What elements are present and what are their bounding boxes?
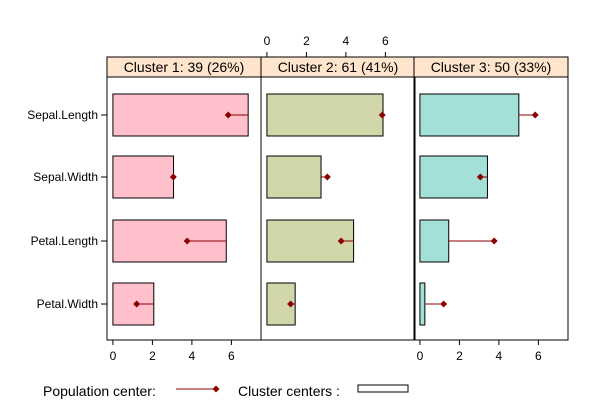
population-marker-2-4 (287, 300, 295, 308)
panel-3: Cluster 3: 50 (33%) 0 2 4 6 (413, 56, 569, 363)
y-label-1: Sepal.Length (27, 108, 98, 122)
population-marker-1-4 (133, 300, 141, 308)
x-tick-label-3-0: 0 (417, 349, 424, 363)
x-tick-label-2-0: 0 (264, 34, 271, 48)
x-tick-label-3-3: 6 (535, 349, 542, 363)
legend-population-marker (212, 385, 220, 393)
bar-3-2 (419, 155, 488, 199)
panel-frame-2 (260, 76, 416, 341)
population-marker-1-2 (169, 173, 177, 181)
population-marker-1-3 (183, 237, 191, 245)
legend: Population center: Cluster centers : (43, 383, 409, 399)
x-tick-label-3-2: 4 (496, 349, 503, 363)
population-marker-1-1 (224, 111, 232, 119)
bar-3-4 (419, 282, 426, 326)
strip-title-2: Cluster 2: 61 (41%) (278, 59, 399, 75)
bar-1-2 (112, 155, 175, 199)
panel-frame-3 (413, 76, 569, 341)
x-tick-label-1-0: 0 (110, 349, 117, 363)
panel-2: Cluster 2: 61 (41%) 0 2 4 6 (260, 34, 416, 341)
bar-2-1 (266, 93, 384, 137)
x-tick-label-1-2: 4 (189, 349, 196, 363)
x-tick-label-3-1: 2 (456, 349, 463, 363)
x-tick-label-2-2: 4 (343, 34, 350, 48)
x-tick-label-1-1: 2 (149, 349, 156, 363)
population-marker-3-1 (531, 111, 539, 119)
legend-cluster-swatch (357, 384, 409, 393)
population-marker-2-3 (337, 237, 345, 245)
bar-3-3 (419, 219, 450, 263)
population-marker-2-1 (378, 111, 386, 119)
bar-2-2 (266, 155, 322, 199)
y-label-3: Petal.Length (31, 234, 98, 248)
population-marker-3-3 (490, 237, 498, 245)
legend-population-label: Population center: (43, 383, 156, 399)
x-tick-label-2-3: 6 (382, 34, 389, 48)
population-marker-3-4 (440, 300, 448, 308)
y-label-4: Petal.Width (37, 297, 98, 311)
strip-title-1: Cluster 1: 39 (26%) (124, 59, 245, 75)
y-label-2: Sepal.Width (33, 170, 98, 184)
x-tick-label-2-1: 2 (303, 34, 310, 48)
population-marker-3-2 (476, 173, 484, 181)
panel-1: Cluster 1: 39 (26%) 0 2 4 6 (106, 56, 262, 363)
bar-3-1 (419, 93, 520, 137)
x-tick-label-1-3: 6 (228, 349, 235, 363)
strip-title-3: Cluster 3: 50 (33%) (431, 59, 552, 75)
legend-cluster-label: Cluster centers : (238, 383, 340, 399)
population-marker-2-2 (323, 173, 331, 181)
